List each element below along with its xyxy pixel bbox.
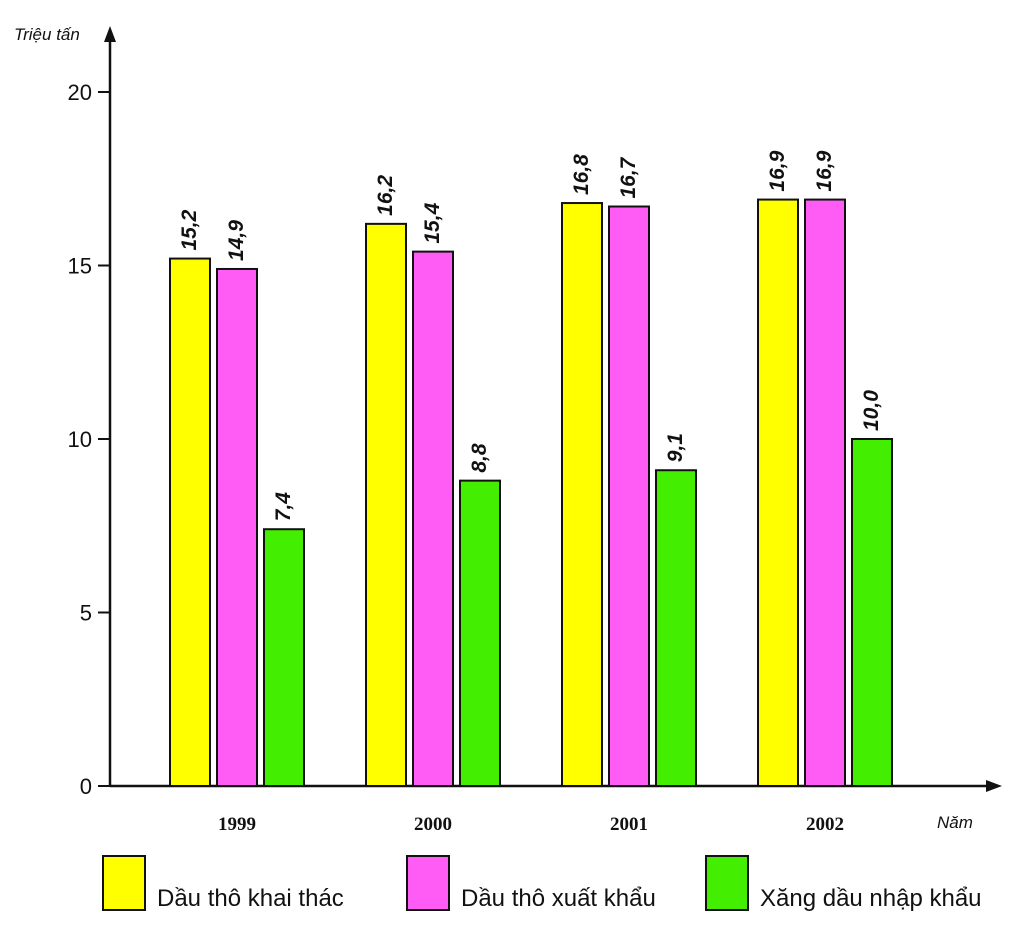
x-tick-label: 2001 — [610, 814, 648, 835]
bar-data-label: 10,0 — [860, 390, 883, 431]
legend-label: Dầu thô xuất khẩu — [461, 885, 656, 912]
bar-data-label: 7,4 — [272, 492, 295, 522]
bar — [459, 479, 501, 787]
bar-data-label: 14,9 — [225, 220, 248, 261]
x-tick-label: 2000 — [414, 814, 452, 835]
legend-label: Xăng dầu nhập khẩu — [760, 885, 982, 912]
bar-data-label: 16,8 — [570, 154, 593, 195]
bar — [608, 205, 650, 787]
y-tick-label: 10 — [68, 427, 92, 452]
y-tick-label: 20 — [68, 80, 92, 105]
bar-data-label: 16,2 — [374, 175, 397, 216]
x-axis-arrow — [986, 780, 1002, 792]
y-axis-arrow — [104, 26, 116, 42]
bar-data-label: 15,2 — [178, 209, 201, 250]
x-tick-labels: 1999 2000 2001 2002 — [218, 814, 844, 835]
legend-swatch — [705, 855, 749, 911]
bar — [851, 438, 893, 787]
bar-data-label: 16,9 — [766, 150, 789, 191]
y-ticks: 0 5 10 15 20 — [68, 80, 110, 799]
bar — [365, 222, 407, 788]
bars: 15,2 14,9 7,4 16,2 15,4 8,8 16,8 16,7 9,1 16,9 16,… — [169, 150, 893, 788]
bar — [757, 198, 799, 787]
y-axis-title: Triệu tấn — [14, 25, 80, 44]
bar — [263, 528, 305, 787]
bar-data-label: 9,1 — [664, 433, 687, 462]
x-tick-label: 1999 — [218, 814, 256, 835]
bar — [216, 267, 258, 788]
legend-swatch — [102, 855, 146, 911]
bar-data-label: 15,4 — [421, 202, 444, 243]
bar-data-label: 16,9 — [813, 150, 836, 191]
y-tick-label: 5 — [80, 601, 92, 626]
legend-swatch — [406, 855, 450, 911]
bar-data-label: 16,7 — [617, 156, 640, 198]
bar — [655, 469, 697, 787]
bar — [412, 250, 454, 787]
legend-label: Dầu thô khai thác — [157, 885, 344, 912]
bar — [561, 202, 603, 788]
bar — [169, 257, 211, 787]
legend: Dầu thô khai thác Dầu thô xuất khẩu Xăng d… — [102, 855, 982, 912]
bar — [804, 198, 846, 787]
x-tick-label: 2002 — [806, 814, 844, 835]
y-tick-label: 15 — [68, 254, 92, 279]
bar-data-label: 8,8 — [468, 443, 491, 473]
y-tick-label: 0 — [80, 774, 92, 799]
x-axis-title: Năm — [937, 813, 973, 832]
